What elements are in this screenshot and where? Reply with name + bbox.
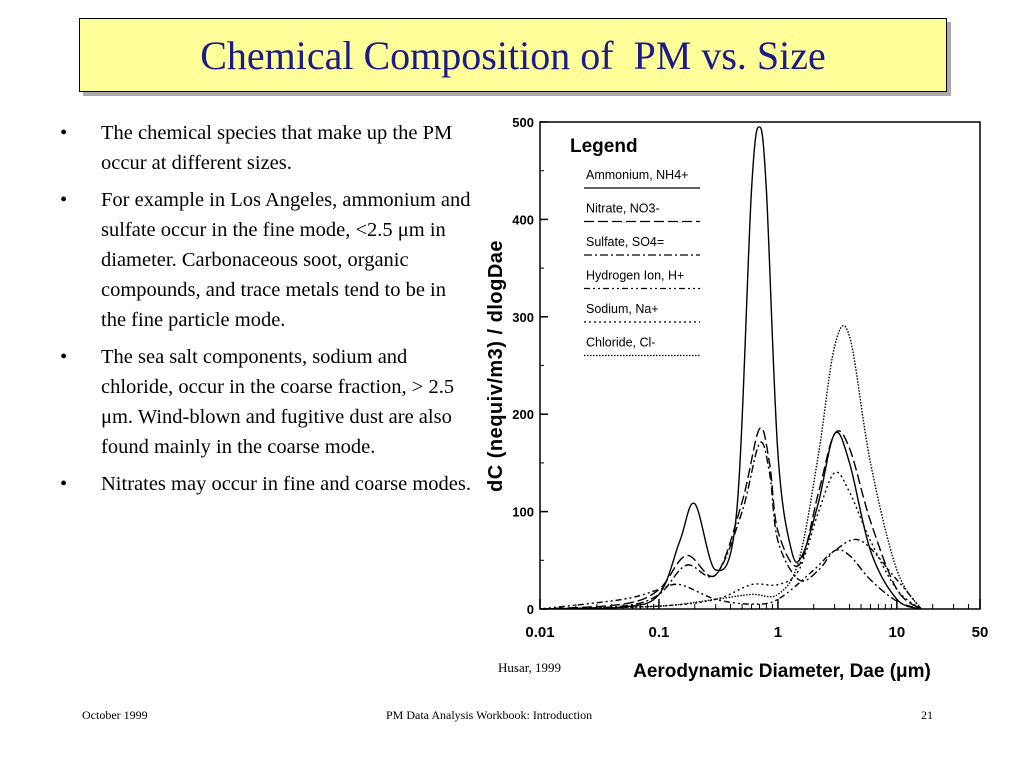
x-axis-label: Aerodynamic Diameter, Dae (μm): [633, 661, 931, 682]
series-layer: [540, 126, 922, 609]
bullet-item: • Nitrates may occur in fine and coarse m…: [58, 469, 473, 499]
x-axis: 0.01 0.1 1 10 50: [525, 599, 988, 641]
size-distribution-chart: 0 100 200 300 400 500 0.01 0.1 1 10 50 dC (nequiv…: [485, 115, 988, 682]
bullet-marker: •: [60, 189, 68, 211]
x-tick-label: 1: [774, 624, 782, 641]
bullet-text: The chemical species that make up the PM…: [101, 122, 453, 174]
legend-background: [562, 130, 702, 370]
x-tick-label: 0.1: [649, 624, 670, 641]
bullet-text: For example in Los Angeles, ammonium and…: [101, 189, 471, 331]
y-tick-label: 200: [512, 407, 534, 422]
x-tick-label: 50: [972, 624, 989, 641]
legend-entry-label: Hydrogen Ion, H+: [586, 269, 684, 283]
series-line-3: [540, 441, 922, 609]
footer-date: October 1999: [82, 708, 148, 722]
legend: Legend Ammonium, NH4+ Nitrate, NO3- Sulfat…: [562, 130, 702, 370]
bullet-list: • The chemical species that make up the P…: [58, 118, 473, 506]
y-tick-label: 300: [512, 310, 534, 325]
legend-entries: Ammonium, NH4+ Nitrate, NO3- Sulfate, SO4=…: [584, 168, 700, 357]
y-tick-label: 400: [512, 212, 534, 227]
bullet-text: Nitrates may occur in fine and coarse mo…: [101, 473, 472, 495]
legend-entry-label: Chloride, Cl-: [586, 336, 655, 350]
bullet-marker: •: [60, 346, 68, 368]
figure-credit: Husar, 1999: [498, 660, 562, 675]
series-line-6: [540, 324, 922, 609]
x-tick-label: 10: [889, 624, 906, 641]
series-line-1: [540, 126, 922, 609]
y-tick-label: 500: [512, 115, 534, 130]
series-line-5: [540, 471, 922, 609]
series-line-4: [540, 538, 922, 609]
y-tick-label: 0: [527, 602, 534, 617]
title-box: Chemical Composition of PM vs. Size: [79, 18, 947, 92]
legend-entry-label: Nitrate, NO3-: [586, 202, 660, 216]
bullet-item: • For example in Los Angeles, ammonium an…: [58, 185, 473, 335]
bullet-text: The sea salt components, sodium and chlo…: [101, 346, 455, 458]
series-line-2: [540, 427, 922, 609]
bullet-item: • The chemical species that make up the P…: [58, 118, 473, 178]
bullet-marker: •: [60, 473, 68, 495]
bullet-marker: •: [60, 122, 68, 144]
legend-title: Legend: [570, 136, 638, 157]
legend-entry-label: Sodium, Na+: [586, 302, 659, 316]
bullet-item: • The sea salt components, sodium and chl…: [58, 342, 473, 462]
slide-title: Chemical Composition of PM vs. Size: [200, 32, 826, 78]
y-axis-label: dC (nequiv/m3) / dlogDae: [485, 240, 507, 492]
footer-title: PM Data Analysis Workbook: Introduction: [386, 708, 593, 722]
y-tick-label: 100: [512, 505, 534, 520]
legend-entry-label: Sulfate, SO4=: [586, 235, 664, 249]
legend-entry-label: Ammonium, NH4+: [586, 168, 688, 182]
y-axis: 0 100 200 300 400 500: [512, 115, 548, 617]
x-tick-label: 0.01: [525, 624, 554, 641]
footer-page-number: 21: [921, 708, 933, 722]
